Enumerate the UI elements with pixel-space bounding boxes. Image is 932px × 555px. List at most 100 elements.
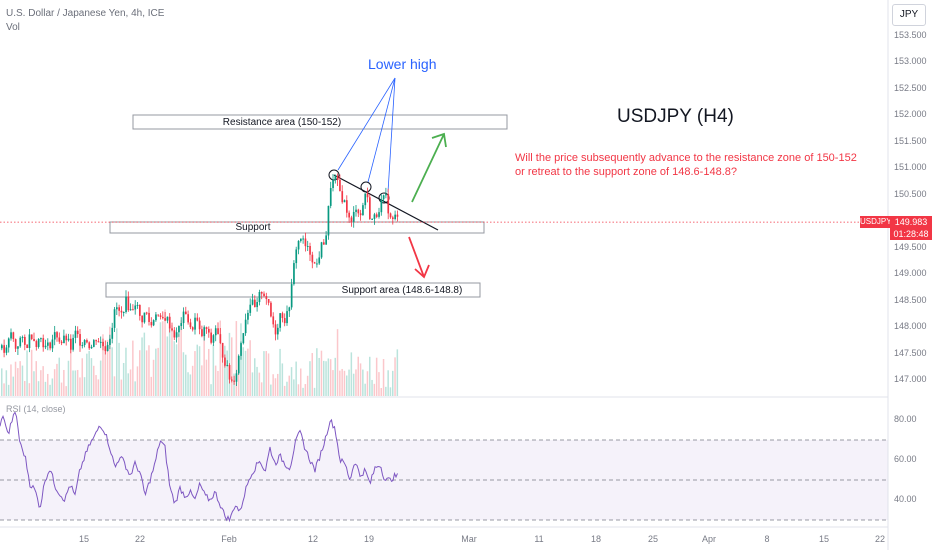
volume-bar bbox=[267, 353, 270, 396]
volume-bar bbox=[93, 365, 95, 396]
volume-bar bbox=[81, 358, 83, 396]
candle-body bbox=[226, 365, 229, 367]
candle-body bbox=[302, 238, 304, 240]
price-tick-label: 147.500 bbox=[894, 347, 927, 358]
candle-body bbox=[196, 317, 199, 321]
badge-countdown: 01:28:48 bbox=[890, 228, 932, 240]
volume-bar bbox=[56, 363, 58, 396]
rsi-line bbox=[0, 411, 398, 523]
candle-body bbox=[288, 307, 291, 312]
candle-body bbox=[143, 312, 146, 323]
candle-body bbox=[295, 249, 298, 264]
volume-bar bbox=[159, 322, 162, 396]
candle-body bbox=[95, 340, 97, 342]
candle-body bbox=[104, 346, 107, 352]
volume-bar bbox=[109, 326, 111, 396]
volume-bar bbox=[237, 359, 240, 396]
candle-body bbox=[224, 357, 226, 366]
candle-body bbox=[382, 195, 385, 200]
volume-bar bbox=[316, 348, 318, 396]
volume-bar bbox=[162, 321, 164, 396]
candle-body bbox=[116, 307, 118, 310]
candle-body bbox=[306, 245, 309, 247]
volume-bar bbox=[83, 377, 86, 396]
volume-bar bbox=[198, 346, 201, 396]
volume-bar bbox=[306, 375, 309, 396]
volume-bar bbox=[70, 349, 72, 396]
time-tick-label: Mar bbox=[461, 534, 477, 544]
candle-body bbox=[309, 245, 311, 255]
candle-body bbox=[318, 257, 321, 264]
candle-body bbox=[1, 345, 3, 349]
candle-body bbox=[201, 329, 203, 337]
currency-button[interactable]: JPY bbox=[892, 4, 926, 26]
candle-body bbox=[336, 176, 339, 180]
volume-bar bbox=[141, 337, 143, 396]
volume-bar bbox=[242, 347, 244, 396]
candle-body bbox=[162, 316, 164, 319]
candle-body bbox=[293, 263, 295, 285]
lower-high-pointer bbox=[337, 77, 396, 171]
candle-body bbox=[212, 335, 215, 343]
candle-body bbox=[175, 332, 178, 338]
volume-bar bbox=[111, 347, 113, 396]
time-tick-label: 25 bbox=[647, 534, 659, 544]
volume-bar bbox=[290, 367, 293, 396]
volume-bar bbox=[332, 370, 334, 396]
volume-bar bbox=[382, 359, 385, 396]
price-tick-label: 153.000 bbox=[894, 56, 927, 67]
candle-body bbox=[341, 191, 344, 203]
candle-body bbox=[79, 334, 81, 346]
volume-bar bbox=[1, 368, 3, 396]
volume-bar bbox=[373, 383, 376, 396]
time-tick-label: 22 bbox=[134, 534, 146, 544]
candle-body bbox=[76, 330, 79, 335]
volume-bar bbox=[205, 359, 208, 396]
volume-bar bbox=[58, 357, 60, 396]
price-tick-label: 150.500 bbox=[894, 188, 927, 199]
price-tick-label: 153.500 bbox=[894, 30, 927, 40]
volume-bar bbox=[263, 351, 265, 396]
volume-bar bbox=[277, 373, 279, 396]
candle-body bbox=[313, 262, 316, 264]
candle-body bbox=[12, 332, 15, 340]
candle-body bbox=[81, 345, 84, 347]
volume-bar bbox=[196, 344, 198, 396]
price-tick-label: 149.500 bbox=[894, 241, 927, 252]
candle-body bbox=[228, 365, 231, 380]
support-zone-box bbox=[109, 221, 485, 234]
resistance-area-label: Resistance area (150-152) bbox=[222, 117, 342, 128]
volume-bar bbox=[139, 350, 141, 396]
candle-body bbox=[380, 199, 383, 213]
volume-bar bbox=[65, 386, 67, 396]
candle-body bbox=[63, 335, 65, 344]
candle-body bbox=[58, 337, 61, 342]
volume-bar bbox=[208, 348, 210, 396]
time-tick-label: 8 bbox=[764, 534, 770, 544]
candle-body bbox=[242, 333, 245, 344]
volume-bar bbox=[313, 387, 316, 396]
candle-body bbox=[270, 302, 272, 317]
volume-bar bbox=[166, 336, 169, 396]
candle-body bbox=[125, 296, 127, 312]
candle-body bbox=[272, 316, 275, 325]
candle-body bbox=[30, 334, 33, 339]
volume-bar bbox=[226, 350, 228, 396]
volume-bar bbox=[366, 371, 369, 396]
candle-body bbox=[7, 338, 10, 348]
volume-bar bbox=[60, 382, 63, 396]
volume-bar bbox=[132, 340, 134, 396]
candle-body bbox=[17, 346, 19, 349]
volume-bar bbox=[28, 383, 31, 396]
volume-bar bbox=[102, 334, 104, 396]
volume-bar bbox=[120, 379, 123, 396]
volume-bar bbox=[389, 387, 392, 396]
candle-body bbox=[283, 318, 286, 324]
candle-body bbox=[355, 209, 357, 212]
candle-body bbox=[93, 340, 95, 347]
volume-bar bbox=[145, 350, 148, 396]
price-tick-label: 151.000 bbox=[894, 162, 927, 173]
candle-body bbox=[129, 309, 132, 311]
